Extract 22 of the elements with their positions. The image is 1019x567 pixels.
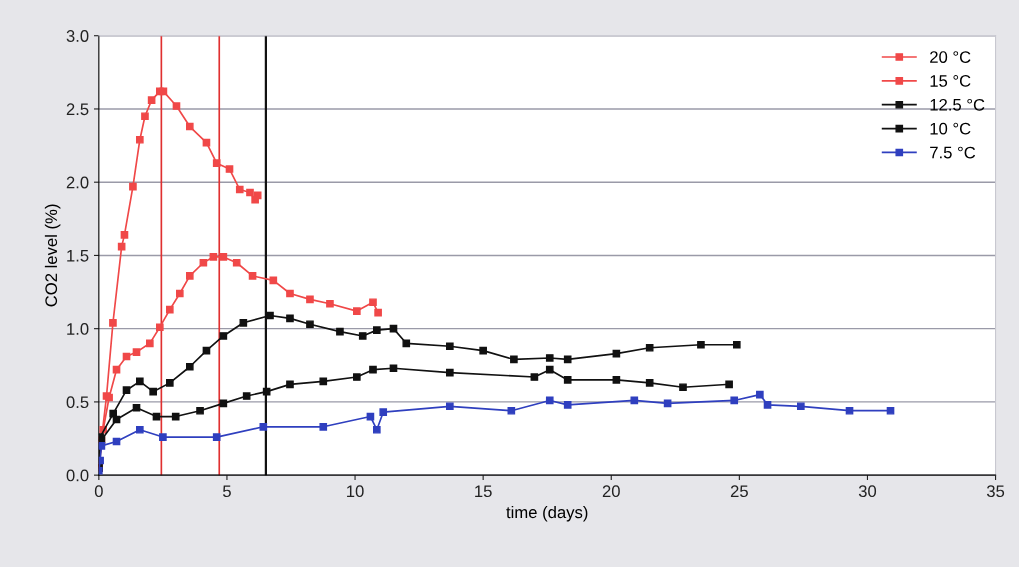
x-tick-label: 20 bbox=[602, 485, 620, 498]
y-tick-label: 0.5 bbox=[66, 396, 89, 409]
legend-label: 20 °C bbox=[930, 51, 971, 63]
x-tick-label: 15 bbox=[475, 485, 492, 498]
x-tick-label: 25 bbox=[730, 485, 748, 498]
legend-label: 10 °C bbox=[930, 122, 971, 135]
x-tick-label: 35 bbox=[986, 485, 1005, 498]
x-tick-label: 0 bbox=[94, 485, 103, 498]
x-tick-label: 5 bbox=[222, 485, 231, 498]
legend-label: 12.5 °C bbox=[930, 98, 985, 111]
legend-label: 7.5 °C bbox=[930, 146, 976, 159]
x-tick-label: 30 bbox=[858, 485, 877, 498]
y-tick-label: 2.5 bbox=[66, 103, 89, 116]
y-tick-label: 2.0 bbox=[66, 176, 89, 189]
y-tick-label: 1.0 bbox=[67, 323, 89, 335]
x-axis-title: time (days) bbox=[506, 505, 588, 522]
y-tick-label: 3.0 bbox=[66, 30, 89, 42]
x-tick-label: 10 bbox=[347, 485, 364, 498]
y-tick-label: 1.5 bbox=[67, 250, 89, 262]
y-tick-label: 0.0 bbox=[66, 469, 89, 482]
y-axis-title: CO2 level (%) bbox=[44, 204, 61, 307]
legend-label: 15 °C bbox=[930, 75, 971, 87]
